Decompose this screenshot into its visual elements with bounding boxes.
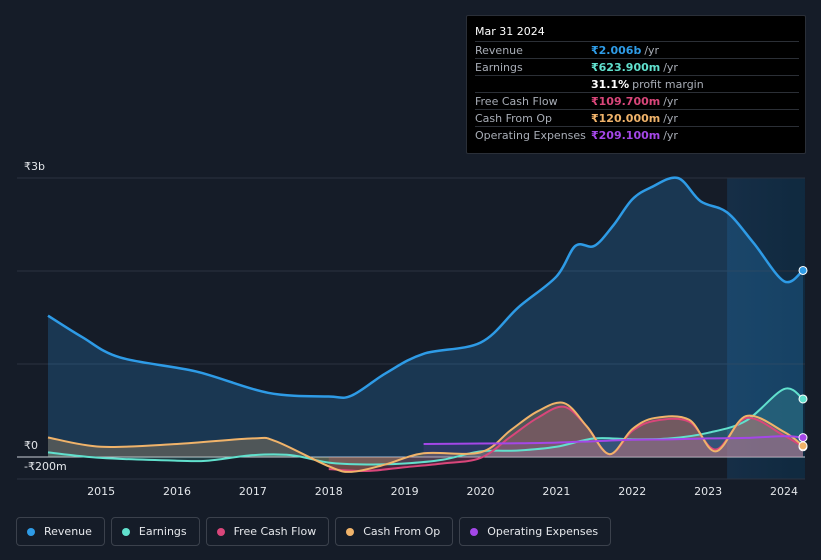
earnings-end-point	[798, 394, 808, 404]
tooltip-row-value: ₹2.006b	[591, 43, 642, 57]
legend-item-cash-from-op[interactable]: Cash From Op	[335, 517, 454, 546]
tooltip-row: Earnings ₹623.900m/yr	[475, 58, 799, 75]
legend-item-operating-expenses[interactable]: Operating Expenses	[459, 517, 612, 546]
tooltip-row-label: Cash From Op	[475, 111, 553, 125]
legend-label: Revenue	[44, 525, 92, 538]
tooltip-row-unit: /yr	[663, 60, 678, 74]
tooltip-row: Operating Expenses ₹209.100m/yr	[475, 126, 799, 143]
tooltip-row: Free Cash Flow ₹109.700m/yr	[475, 92, 799, 109]
earnings-line	[47, 387, 804, 466]
legend-dot-icon	[27, 527, 35, 536]
tooltip-row-unit: profit margin	[632, 77, 704, 91]
legend-label: Free Cash Flow	[233, 525, 317, 538]
y-tick-label: ₹3b	[24, 160, 45, 173]
operating-expenses-line	[423, 435, 804, 445]
cash-from-op-line	[47, 401, 804, 473]
legend-item-revenue[interactable]: Revenue	[16, 517, 105, 546]
tooltip-row-label: Earnings	[475, 60, 523, 74]
legend-item-earnings[interactable]: Earnings	[110, 517, 200, 546]
legend-label: Earnings	[138, 525, 187, 538]
tooltip-row-value: ₹623.900m	[591, 60, 661, 74]
y-tick-label: ₹0	[24, 439, 38, 452]
tooltip-row-label: Operating Expenses	[475, 128, 586, 142]
cash-from-op-area	[48, 402, 803, 472]
x-tick-label: 2024	[770, 485, 798, 498]
tooltip-row-value: ₹120.000m	[591, 111, 661, 125]
tooltip-row-unit: /yr	[644, 43, 660, 57]
legend-dot-icon	[470, 527, 479, 536]
x-tick-label: 2017	[239, 485, 267, 498]
x-tick-label: 2023	[694, 485, 722, 498]
legend-item-free-cash-flow[interactable]: Free Cash Flow	[205, 517, 330, 546]
tooltip-panel: Mar 31 2024 Revenue ₹2.006b/yr Earnings ₹62…	[466, 15, 806, 154]
tooltip-row-unit: /yr	[663, 128, 678, 142]
tooltip-row-unit: /yr	[663, 111, 678, 125]
x-tick-label: 2016	[163, 485, 191, 498]
x-tick-label: 2018	[315, 485, 343, 498]
legend-dot-icon	[346, 527, 355, 536]
y-tick-label: -₹200m	[24, 460, 67, 473]
x-tick-label: 2020	[467, 485, 495, 498]
legend-label: Cash From Op	[363, 525, 441, 538]
tooltip-row: 31.1% profit margin	[475, 75, 799, 92]
x-tick-label: 2015	[87, 485, 115, 498]
cash-from-op-end-point	[798, 441, 808, 451]
tooltip-row: Revenue ₹2.006b/yr	[475, 41, 799, 58]
x-tick-label: 2022	[618, 485, 646, 498]
forecast-highlight-band	[727, 178, 805, 479]
operating-expenses-end-point	[798, 433, 808, 443]
tooltip-row-value: ₹109.700m	[591, 94, 661, 108]
tooltip-row-unit: /yr	[663, 94, 678, 108]
revenue-area	[48, 177, 803, 457]
x-tick-label: 2019	[391, 485, 419, 498]
legend: Revenue Earnings Free Cash Flow Cash From O…	[16, 517, 612, 546]
tooltip-date: Mar 31 2024	[475, 25, 545, 38]
tooltip-row-label: Revenue	[475, 43, 523, 57]
legend-dot-icon	[216, 527, 225, 536]
operating-expenses-area	[423, 436, 803, 457]
legend-dot-icon	[121, 527, 130, 536]
tooltip-row: Cash From Op ₹120.000m/yr	[475, 109, 799, 126]
tooltip-row-value: ₹209.100m	[591, 128, 661, 142]
revenue-line	[47, 176, 804, 399]
tooltip-row-value: 31.1%	[591, 77, 630, 91]
x-tick-label: 2021	[542, 485, 570, 498]
revenue-end-point	[798, 265, 808, 275]
legend-label: Operating Expenses	[487, 525, 599, 538]
earnings-area	[48, 388, 803, 465]
chart: ₹3b ₹0 -₹200m 2015 2016 2017 2018 2019 2020 2021 2…	[17, 160, 808, 498]
tooltip-row-label: Free Cash Flow	[475, 94, 558, 108]
free-cash-flow-area	[328, 406, 803, 471]
